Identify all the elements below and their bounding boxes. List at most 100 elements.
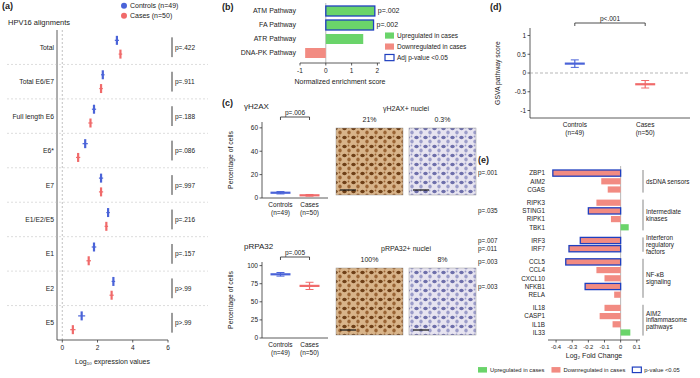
plot-area [270,192,319,197]
row-separator [7,98,208,99]
y-tick [528,110,531,111]
group-bracket [643,170,644,193]
bar [566,259,621,265]
legend-entry: Cases (n=50) [130,12,172,20]
panel-label: (d) [490,2,502,12]
frame-bottom [262,338,328,339]
p-value: p=.002 [378,7,400,15]
legend-entry: Downregulated in cases [397,43,467,51]
x-axis-label: Log₁₀ expression values [75,358,150,366]
mean-mark [77,153,79,162]
bracket [172,244,173,264]
y-tick-label: 1 [522,32,526,39]
error-cap [641,88,649,89]
plot-area [70,36,122,334]
plot-area [553,170,630,336]
category-count: (n=49) [271,209,290,217]
panel-label: (b) [222,2,234,12]
p-value: p=.003 [478,258,498,266]
p-value: p=.007 [478,237,498,245]
x-tick-label: -0.1 [599,344,609,350]
group-label-line: dsDNA sensors [646,178,689,185]
bar [621,224,629,230]
mean-mark [100,187,102,196]
p-value: p>.99 [175,285,192,293]
row-separator [7,271,208,272]
y-tick [528,54,531,55]
category-label: IRF7 [531,245,545,252]
x-tick [97,340,98,343]
mean-mark [84,139,86,148]
mean-mark [93,243,95,252]
bar [596,200,620,206]
frame-bottom [530,118,690,119]
category-label: Full length E6 [12,113,54,121]
y-tick-label: 75 [251,280,259,287]
scale-bar [413,189,429,190]
bracket [172,313,173,333]
mean-mark [111,291,113,300]
bar [608,186,621,192]
y-axis-label: GSVA pathway score [494,41,502,105]
group-label-line: kinases [646,215,667,222]
category-count: (n=50) [636,129,655,137]
title: pRPA32 [244,242,274,251]
bar [305,48,326,58]
bar [326,20,374,30]
y-tick [260,265,263,266]
bracket [280,117,309,120]
x-tick [62,340,63,343]
category-label: IL1B [532,321,545,328]
group-label: Intermediatekinases [646,208,681,222]
category-label: CXCL10 [521,275,545,282]
mean-mark [72,325,74,334]
row-separator [7,202,208,203]
category-label: IL18 [533,304,546,311]
x-axis [548,340,640,341]
category-label: CCL5 [529,258,546,265]
category-label: RELA [529,291,546,298]
figure: (a)HPV16 alignmentsControls (n=49)Cases … [0,0,700,378]
x-tick-label: 6 [166,344,170,351]
category-label: TBK1 [529,224,545,231]
p-value: p=.911 [175,78,195,86]
legend-swatch [121,3,127,9]
y-tick-label: 100 [247,262,258,269]
tissue-image [409,268,476,335]
p-value: p=.011 [478,245,497,253]
legend-swatch [385,54,394,60]
y-tick-label: 50 [251,298,259,305]
y-axis [262,122,263,198]
p-value: p=.157 [175,250,195,258]
x-tick-label: 1 [350,67,354,74]
category-label: FA Pathway [259,21,296,29]
bar [614,292,620,298]
mean-mark [100,84,102,93]
y-tick [528,91,531,92]
mean-mark [107,208,109,217]
category-label: RIPK3 [527,199,546,206]
frame-bottom [262,198,328,199]
category-label: E5 [46,319,55,326]
bar [601,178,620,184]
category-label: IRF3 [531,237,545,244]
category-label: DNA-PK Pathway [241,49,297,57]
x-tick [325,63,326,66]
x-tick-label: 4 [131,344,135,351]
error-cap [306,282,314,283]
bracket [172,141,173,161]
scale-bar [340,189,356,190]
scale-bar [340,329,356,330]
mean-mark [565,63,585,65]
p-value: p=.997 [175,182,195,190]
category-label: CGAS [527,186,545,193]
bar [604,305,620,311]
x-axis-label: Normalized enrichment score [294,78,385,85]
image-percent: 8% [437,256,447,263]
row-separator [7,305,208,306]
panel-label: (e) [478,155,489,165]
tissue-image [336,128,403,195]
y-tick [260,198,263,199]
y-tick-label: 0 [254,334,258,341]
x-tick-label: 0 [60,344,64,351]
